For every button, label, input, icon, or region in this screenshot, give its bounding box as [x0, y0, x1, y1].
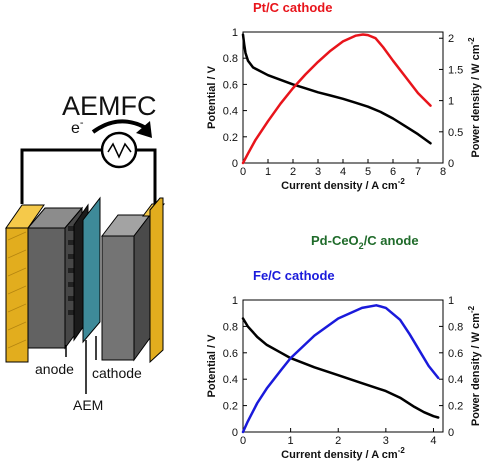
x-tick-label: 5 [365, 166, 371, 178]
electron-label: e- [71, 117, 84, 137]
y-right-tick-label: 0.2 [448, 401, 463, 413]
x-axis-label-sup: -2 [398, 446, 406, 455]
y-right-axis-label-sup: -2 [467, 305, 476, 313]
y-right-tick-label: 0.4 [448, 374, 463, 386]
power-density-curve [241, 304, 440, 434]
y-right-tick-label: 1 [448, 295, 454, 307]
y-right-axis-label: Power density / W cm-2 [467, 37, 482, 158]
y-right-axis-label-sup: -2 [467, 37, 476, 45]
potential-curve [241, 317, 440, 419]
x-tick-label: 3 [383, 435, 389, 447]
y-right-tick-label: 0 [448, 158, 454, 170]
x-axis-label-main: Current density / A cm [281, 449, 398, 461]
y-left-axis-label: Potential / V [206, 65, 218, 129]
y-right-axis-label: Power density / W cm-2 [467, 305, 482, 426]
x-tick-label: 4 [430, 435, 436, 447]
x-axis-label-sup: -2 [398, 177, 406, 186]
cathode-plate-front [101, 235, 135, 361]
y-right-axis-label-main: Power density / W cm [470, 44, 482, 157]
x-tick-label: 0 [240, 166, 246, 178]
y-right-axis-label-main: Power density / W cm [470, 313, 482, 426]
y-left-tick-label: 0.6 [223, 79, 238, 91]
anode-label: anode [35, 361, 74, 377]
x-axis-label: Current density / A cm-2 [281, 177, 405, 192]
y-right-tick-label: 1 [448, 96, 454, 108]
x-tick-label: 2 [335, 435, 341, 447]
plot-frame [242, 31, 444, 164]
y-right-tick-label: 0 [448, 427, 454, 439]
power-density-curve [241, 33, 432, 165]
chart-title: Fe/C cathode [253, 268, 335, 283]
collector-left-hatch [7, 231, 27, 349]
y-right-tick-label: 0.5 [448, 127, 463, 139]
anode-plate-channels [68, 226, 78, 315]
anode-plate-front [27, 227, 66, 349]
fuel-cell-diagram: AEMFC e- [5, 91, 165, 413]
y-right-tick-label: 1.5 [448, 64, 463, 76]
aem-membrane [82, 196, 101, 344]
circuit-wire-right [136, 148, 157, 212]
y-right-tick-label: 2 [448, 33, 454, 45]
electron-arrow [91, 119, 147, 134]
x-tick-label: 6 [390, 166, 396, 178]
y-left-tick-label: 1 [232, 295, 238, 307]
y-left-axis-label: Potential / V [206, 334, 218, 398]
load-circle [100, 131, 138, 169]
y-left-tick-label: 0.8 [223, 53, 238, 65]
catalyst-caption: Pd-CeO2/C anode [311, 233, 419, 251]
cathode-label: cathode [92, 365, 142, 381]
y-left-tick-label: 0.6 [223, 348, 238, 360]
x-tick-label: 1 [265, 166, 271, 178]
y-right-tick-label: 0.8 [448, 321, 463, 333]
electron-arrowhead [136, 121, 152, 138]
plot-frame [242, 299, 444, 433]
circuit-wire-left [20, 148, 102, 204]
x-axis-label: Current density / A cm-2 [281, 446, 405, 461]
x-tick-label: 3 [315, 166, 321, 178]
y-left-tick-label: 0.8 [223, 321, 238, 333]
y-left-tick-label: 0.2 [223, 132, 238, 144]
cathode-plate-side [133, 213, 151, 362]
x-tick-label: 2 [290, 166, 296, 178]
chart-title: Pt/C cathode [253, 0, 332, 15]
y-left-tick-label: 0 [232, 158, 238, 170]
y-left-tick-label: 0 [232, 427, 238, 439]
y-left-tick-label: 0.4 [223, 374, 238, 386]
x-tick-label: 0 [240, 435, 246, 447]
potential-curve [241, 33, 432, 145]
y-left-tick-label: 0.2 [223, 401, 238, 413]
collector-left-front [5, 227, 29, 363]
y-left-tick-label: 0.4 [223, 106, 238, 118]
x-tick-label: 4 [340, 166, 346, 178]
y-right-tick-label: 0.6 [448, 348, 463, 360]
x-axis-label-main: Current density / A cm [281, 180, 398, 192]
x-tick-label: 7 [415, 166, 421, 178]
diagram-title: AEMFC [62, 91, 157, 121]
y-left-tick-label: 1 [232, 27, 238, 39]
x-tick-label: 1 [288, 435, 294, 447]
load-symbol [107, 142, 132, 159]
aem-label: AEM [73, 397, 103, 413]
collector-right-front [149, 197, 164, 364]
x-tick-label: 8 [440, 166, 446, 178]
